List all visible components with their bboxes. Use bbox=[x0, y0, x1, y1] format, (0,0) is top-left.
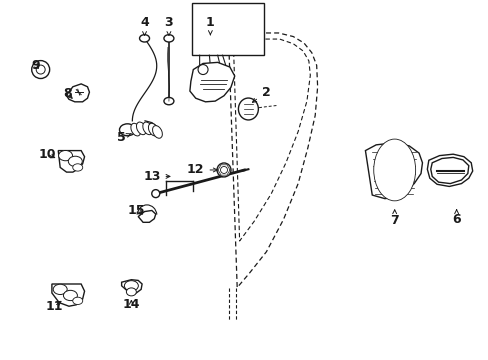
Ellipse shape bbox=[151, 190, 160, 198]
Text: 4: 4 bbox=[140, 16, 149, 36]
Bar bbox=[191, 3, 263, 55]
Text: 11: 11 bbox=[45, 300, 63, 313]
Text: 15: 15 bbox=[127, 204, 145, 217]
Ellipse shape bbox=[198, 64, 207, 75]
Text: 10: 10 bbox=[38, 148, 56, 161]
Circle shape bbox=[139, 35, 149, 42]
Ellipse shape bbox=[373, 139, 415, 201]
Text: 6: 6 bbox=[451, 210, 460, 226]
Polygon shape bbox=[427, 154, 472, 186]
Text: 13: 13 bbox=[143, 170, 170, 183]
Text: 12: 12 bbox=[186, 163, 217, 176]
Polygon shape bbox=[430, 157, 468, 184]
Text: 1: 1 bbox=[205, 16, 214, 35]
Text: 5: 5 bbox=[117, 131, 131, 144]
Circle shape bbox=[73, 297, 82, 305]
Ellipse shape bbox=[238, 98, 258, 120]
Text: 2: 2 bbox=[252, 86, 270, 102]
Ellipse shape bbox=[32, 60, 50, 78]
Ellipse shape bbox=[126, 288, 136, 296]
Ellipse shape bbox=[148, 123, 158, 136]
Circle shape bbox=[163, 98, 174, 105]
Circle shape bbox=[124, 281, 138, 291]
Circle shape bbox=[53, 284, 67, 294]
Circle shape bbox=[63, 290, 77, 301]
Ellipse shape bbox=[152, 126, 162, 138]
Ellipse shape bbox=[217, 163, 230, 177]
Ellipse shape bbox=[131, 123, 141, 136]
Text: 8: 8 bbox=[63, 87, 72, 100]
Circle shape bbox=[68, 156, 82, 166]
Text: 14: 14 bbox=[122, 298, 140, 311]
Circle shape bbox=[73, 164, 82, 171]
Polygon shape bbox=[365, 143, 422, 199]
Circle shape bbox=[59, 150, 72, 161]
Polygon shape bbox=[122, 280, 142, 293]
Ellipse shape bbox=[119, 124, 135, 136]
Polygon shape bbox=[66, 84, 89, 102]
Polygon shape bbox=[189, 62, 234, 102]
Text: 7: 7 bbox=[389, 210, 398, 227]
Text: 3: 3 bbox=[164, 16, 173, 36]
Ellipse shape bbox=[142, 122, 152, 135]
Ellipse shape bbox=[220, 166, 227, 174]
Ellipse shape bbox=[36, 65, 45, 74]
Circle shape bbox=[163, 35, 174, 42]
Polygon shape bbox=[138, 211, 156, 222]
Text: 9: 9 bbox=[31, 59, 40, 72]
Ellipse shape bbox=[136, 122, 146, 135]
Polygon shape bbox=[58, 150, 84, 172]
Polygon shape bbox=[52, 284, 84, 306]
